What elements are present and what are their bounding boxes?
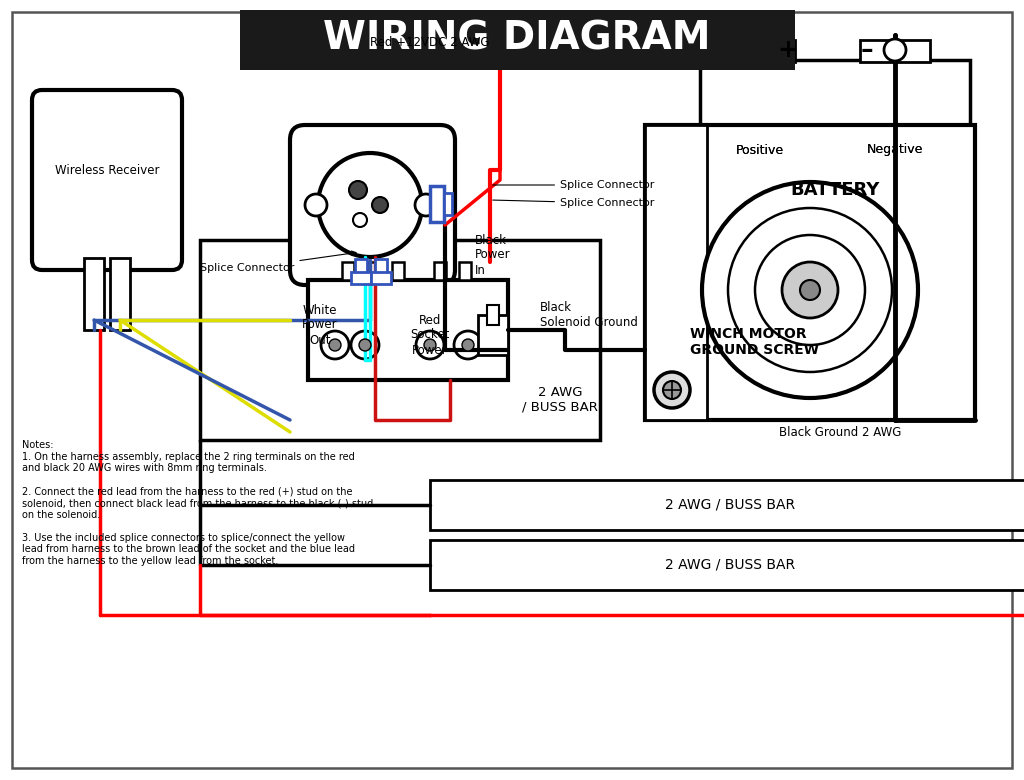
Circle shape — [416, 331, 444, 359]
Bar — [430, 540, 1024, 590]
Circle shape — [349, 181, 367, 199]
Circle shape — [782, 262, 838, 318]
Circle shape — [351, 331, 379, 359]
Text: –: – — [861, 38, 873, 62]
Text: Red
Socket
Power: Red Socket Power — [411, 314, 450, 356]
Text: WINCH MOTOR
GROUND SCREW: WINCH MOTOR GROUND SCREW — [690, 327, 819, 357]
Text: Black Ground 2 AWG: Black Ground 2 AWG — [779, 426, 901, 438]
Text: Notes:
1. On the harness assembly, replace the 2 ring terminals on the red
and b: Notes: 1. On the harness assembly, repla… — [22, 440, 374, 566]
Circle shape — [359, 339, 371, 351]
Bar — [459, 262, 471, 280]
Bar — [430, 480, 1024, 530]
Bar — [240, 10, 795, 70]
Bar — [392, 262, 404, 280]
Circle shape — [353, 213, 367, 227]
Bar — [308, 280, 508, 380]
Bar — [487, 305, 499, 325]
Circle shape — [318, 153, 422, 257]
Circle shape — [800, 280, 820, 300]
FancyBboxPatch shape — [32, 90, 182, 270]
Bar — [84, 258, 104, 330]
Bar — [725, 40, 795, 62]
Text: White
Power
Out: White Power Out — [302, 303, 338, 346]
Text: Black
Solenoid Ground: Black Solenoid Ground — [540, 301, 638, 329]
Circle shape — [663, 381, 681, 399]
Text: Negative: Negative — [866, 144, 924, 157]
FancyBboxPatch shape — [290, 125, 455, 285]
Bar — [371, 272, 391, 284]
Bar — [342, 262, 354, 280]
Circle shape — [884, 39, 906, 61]
Bar — [367, 262, 379, 280]
Text: Black
Power
In: Black Power In — [475, 233, 511, 276]
Circle shape — [749, 39, 771, 61]
Bar — [375, 259, 387, 275]
Circle shape — [415, 194, 437, 216]
Text: Splice Connector: Splice Connector — [493, 198, 654, 208]
Circle shape — [321, 331, 349, 359]
Text: Red +12VDC 2 AWG: Red +12VDC 2 AWG — [371, 36, 490, 48]
Bar — [355, 259, 367, 275]
Text: 2 AWG / BUSS BAR: 2 AWG / BUSS BAR — [665, 558, 795, 572]
Bar — [645, 125, 707, 420]
Circle shape — [728, 208, 892, 372]
Circle shape — [755, 235, 865, 345]
Bar — [110, 258, 130, 330]
Circle shape — [424, 339, 436, 351]
Text: 2 AWG
/ BUSS BAR: 2 AWG / BUSS BAR — [522, 386, 598, 414]
Text: 2 AWG / BUSS BAR: 2 AWG / BUSS BAR — [665, 498, 795, 512]
Circle shape — [372, 197, 388, 213]
Circle shape — [702, 182, 918, 398]
Text: Splice Connector: Splice Connector — [493, 180, 654, 190]
Bar — [700, 60, 970, 225]
Text: +: + — [777, 38, 799, 62]
Text: BATTERY: BATTERY — [791, 181, 880, 199]
Circle shape — [462, 339, 474, 351]
Text: Wireless Receiver: Wireless Receiver — [54, 164, 160, 176]
Bar — [444, 193, 452, 215]
Text: Positive: Positive — [736, 144, 784, 157]
Text: Positive: Positive — [736, 144, 784, 157]
Circle shape — [329, 339, 341, 351]
Text: Splice Connector: Splice Connector — [200, 251, 356, 273]
Bar — [860, 40, 930, 62]
Text: Negative: Negative — [866, 144, 924, 157]
Circle shape — [454, 331, 482, 359]
Text: WIRING DIAGRAM: WIRING DIAGRAM — [324, 20, 711, 58]
Bar — [645, 125, 975, 420]
Bar — [351, 272, 371, 284]
Bar — [478, 315, 508, 355]
Bar — [434, 262, 446, 280]
Circle shape — [305, 194, 327, 216]
Bar — [430, 186, 444, 222]
Circle shape — [654, 372, 690, 408]
Bar — [200, 240, 600, 440]
